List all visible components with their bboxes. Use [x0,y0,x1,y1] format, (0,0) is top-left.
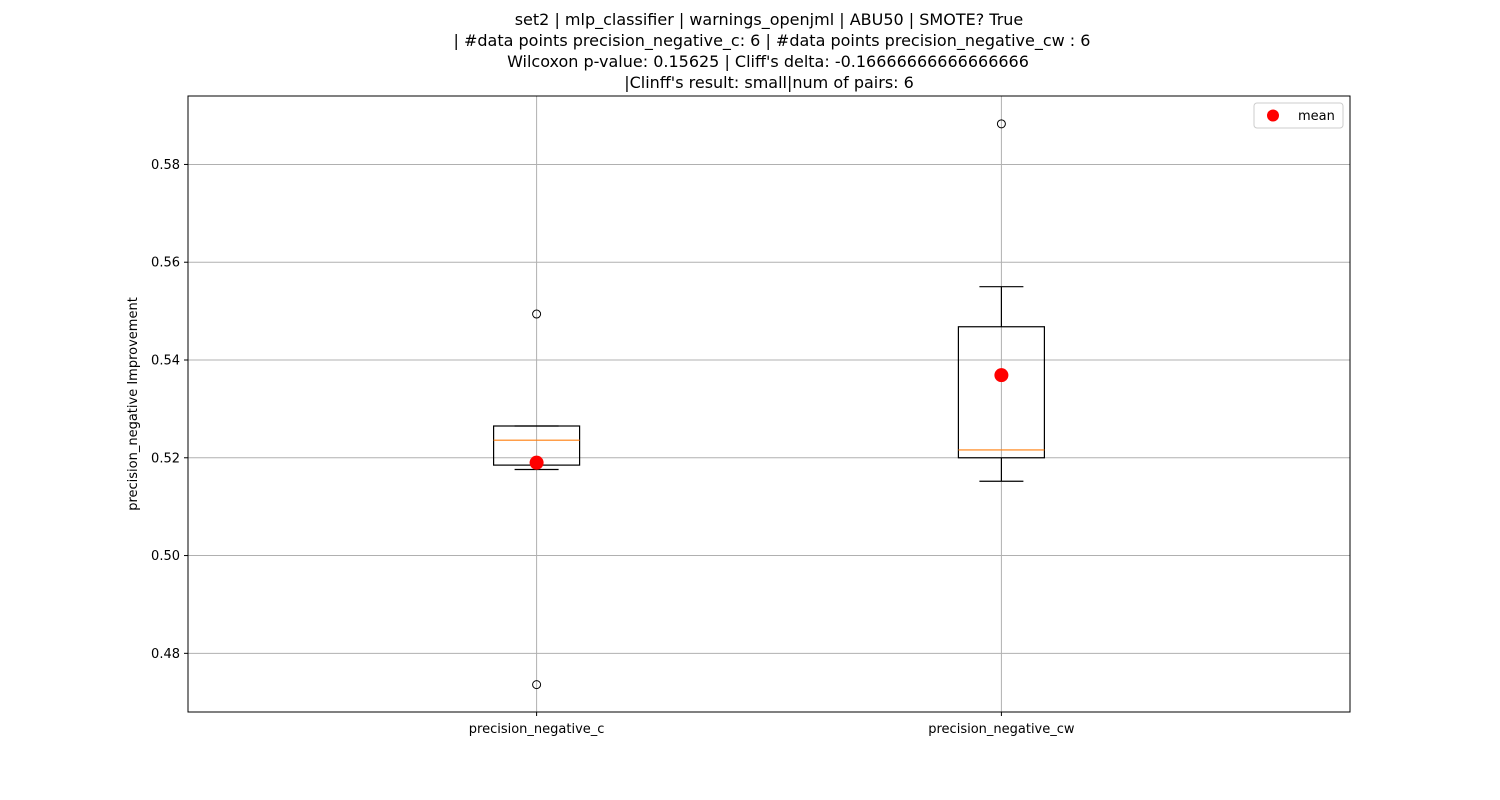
title-line-3: Wilcoxon p-value: 0.15625 | Cliff's delt… [507,52,1029,71]
y-axis-ticks: 0.48 0.50 0.52 0.54 0.56 0.58 [151,158,188,662]
title-line-2: | #data points precision_negative_c: 6 |… [454,31,1091,51]
x-tick-label: precision_negative_cw [928,722,1075,737]
box-iqr [957,326,1046,459]
y-tick-label: 0.58 [151,158,180,173]
plot-area-frame [187,95,1351,713]
mean-marker [994,368,1009,383]
y-tick-label: 0.56 [151,256,180,271]
x-tick-label: precision_negative_c [469,722,605,737]
grid-lines [188,96,1350,712]
legend: mean [1253,102,1344,129]
outlier-point [532,309,542,319]
outlier-point [532,680,542,690]
title-line-1: set2 | mlp_classifier | warnings_openjml… [515,10,1024,30]
legend-mean-marker [1267,109,1279,122]
box-precision_negative_cw [957,119,1046,482]
y-tick-label: 0.52 [151,451,180,466]
y-tick-label: 0.50 [151,549,180,564]
box-precision_negative_c [493,309,581,690]
y-tick-label: 0.48 [151,647,180,662]
legend-mean-label: mean [1298,109,1335,124]
legend-frame [1253,102,1344,129]
y-tick-label: 0.54 [151,354,180,369]
chart-title: set2 | mlp_classifier | warnings_openjml… [454,10,1091,92]
mean-marker [529,455,544,470]
x-axis-ticks: precision_negative_c precision_negative_c… [469,712,1075,737]
title-line-4: |Clinff's result: small|num of pairs: 6 [624,73,914,92]
box-series [493,119,1046,690]
y-axis-label: precision_negative Improvement [126,297,141,511]
outlier-point [996,119,1006,129]
